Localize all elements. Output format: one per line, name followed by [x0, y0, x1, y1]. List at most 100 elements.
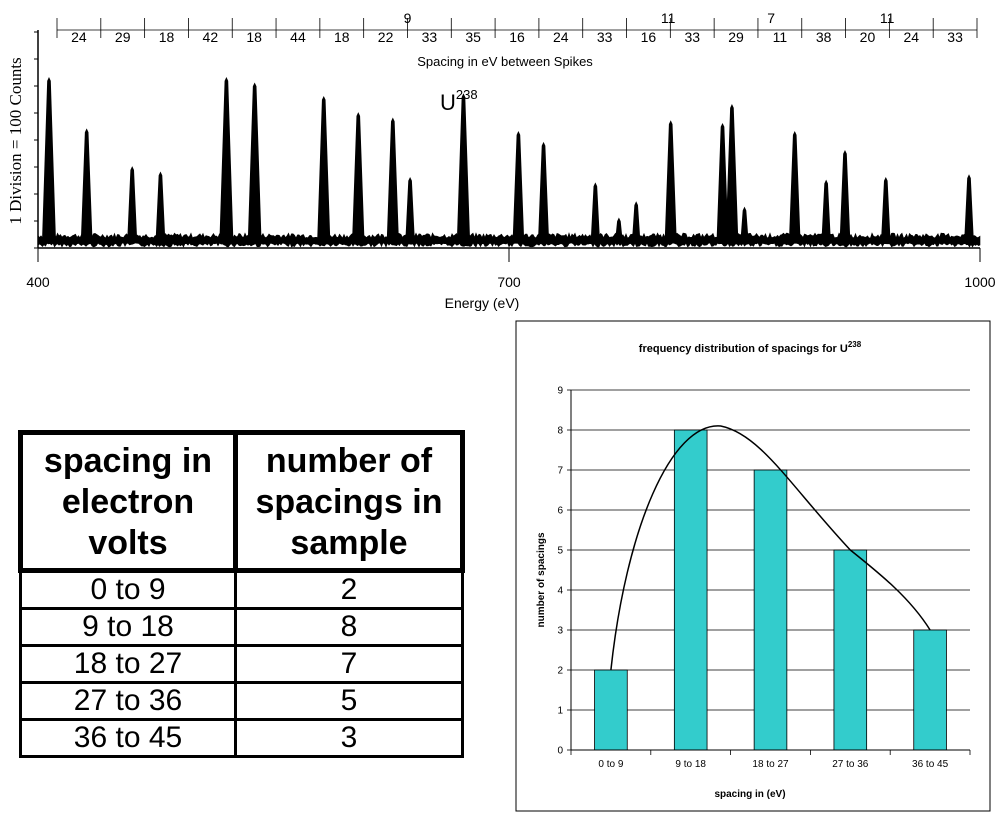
spacing-label-upper: 11 — [661, 10, 676, 26]
x-tick-label: 9 to 18 — [675, 759, 706, 770]
y-tick-label: 3 — [557, 626, 563, 637]
histogram-bar — [833, 549, 868, 751]
table-cell-range: 0 to 9 — [19, 569, 237, 610]
y-tick-label: 6 — [557, 506, 563, 517]
spectrum-peak — [247, 82, 262, 243]
y-tick-label: 5 — [557, 546, 563, 557]
spacing-label: 33 — [684, 29, 700, 45]
spectrum-peak — [821, 179, 831, 243]
table-cell-count: 7 — [234, 644, 464, 684]
table-row: 9 to 18 8 — [19, 607, 464, 647]
y-tick-label: 7 — [557, 466, 563, 477]
x-ticks: 400 700 1000 — [26, 248, 996, 290]
spacing-labels: 24 29 18 42 18 44 18 22 33 35 16 24 33 16 33 29 11 38 20 24… — [71, 10, 963, 45]
x-tick-label: 27 to 36 — [832, 759, 869, 770]
spacing-label: 24 — [553, 29, 569, 45]
spectrum-peak — [631, 201, 641, 243]
table-cell-range: 36 to 45 — [19, 718, 237, 758]
histogram-bar — [913, 629, 947, 751]
spectrum-peak — [405, 176, 415, 243]
spacing-label: 44 — [290, 29, 306, 45]
spectrum-peak — [740, 206, 749, 243]
spacing-label: 33 — [422, 29, 438, 45]
y-axis-label: 1 Division = 100 Counts — [6, 57, 25, 224]
y-axis — [34, 30, 39, 249]
spectrum-peak — [881, 176, 891, 243]
spacing-label: 16 — [641, 29, 657, 45]
y-tick-label: 8 — [557, 426, 563, 437]
histogram-x-label: spacing in (eV) — [714, 789, 785, 800]
x-tick-label: 700 — [497, 274, 521, 290]
spacing-label: 35 — [465, 29, 481, 45]
spacing-label: 18 — [246, 29, 262, 45]
spacing-label: 16 — [509, 29, 525, 45]
histogram-bar — [753, 469, 788, 751]
histogram-bar — [673, 429, 708, 751]
histogram-y-label: number of spacings — [536, 532, 547, 627]
spectrum-peak — [352, 112, 365, 243]
table-header-spacing: spacing in electron volts — [18, 430, 238, 573]
spacing-label: 20 — [860, 29, 876, 45]
spacing-label-upper: 9 — [404, 10, 412, 26]
spacing-label: 33 — [597, 29, 613, 45]
spectrum-peak — [614, 217, 623, 243]
y-tick-label: 1 — [557, 706, 563, 717]
spectrum-peak — [512, 131, 525, 243]
spacing-label: 42 — [203, 29, 219, 45]
u238-annotation: U238 — [440, 87, 478, 115]
spacing-label-upper: 7 — [767, 10, 775, 26]
table-cell-range: 18 to 27 — [19, 644, 237, 684]
spacing-label: 22 — [378, 29, 394, 45]
x-tick-label: 18 to 27 — [752, 759, 789, 770]
spectrum-chart: 24 29 18 42 18 44 18 22 33 35 16 24 33 16 33 29 11 38 20 24… — [6, 10, 996, 311]
spacing-axis — [56, 18, 978, 38]
spectrum-peak — [788, 131, 801, 243]
histogram-bar — [594, 669, 628, 751]
spacing-label: 38 — [816, 29, 832, 45]
spectrum-peak — [839, 149, 851, 243]
table-row: 18 to 27 7 — [19, 644, 464, 684]
histogram-bars — [594, 429, 947, 751]
spectrum-peak — [80, 128, 93, 243]
table-cell-range: 9 to 18 — [19, 607, 237, 647]
spectrum-peak — [537, 141, 550, 243]
histogram-axes — [570, 390, 970, 751]
histogram-y-ticks: 0 1 2 3 4 5 6 7 8 9 — [557, 386, 571, 757]
spectrum-peak — [317, 95, 331, 243]
table-header-row: spacing in electron volts number of spac… — [18, 430, 465, 573]
y-tick-label: 0 — [557, 746, 563, 757]
spectrum-peak — [386, 117, 399, 243]
spacing-caption: Spacing in eV between Spikes — [417, 54, 593, 69]
table-cell-count: 8 — [234, 607, 464, 647]
x-tick-label: 36 to 45 — [912, 759, 949, 770]
spectrum-trace — [37, 77, 981, 248]
y-tick-label: 2 — [557, 666, 563, 677]
spectrum-peak — [41, 77, 57, 243]
spectrum-peak — [725, 104, 739, 243]
table-cell-count: 5 — [234, 681, 464, 721]
spectrum-peak — [590, 182, 601, 243]
spectrum-peak — [964, 174, 974, 243]
spectrum-peak — [664, 120, 677, 243]
spectrum-peak — [456, 93, 471, 243]
spectrum-peak — [219, 77, 234, 243]
x-tick-label: 1000 — [964, 274, 995, 290]
table-header-count: number of spacings in sample — [233, 430, 465, 573]
table-cell-range: 27 to 36 — [19, 681, 237, 721]
table-row: 0 to 9 2 — [19, 569, 464, 610]
spacing-label: 18 — [334, 29, 350, 45]
table-cell-count: 3 — [234, 718, 464, 758]
spacing-label: 33 — [947, 29, 963, 45]
spacing-label: 29 — [728, 29, 744, 45]
x-tick-label: 0 to 9 — [598, 759, 623, 770]
y-tick-label: 9 — [557, 386, 563, 397]
spectrum-peak — [155, 171, 166, 243]
spacing-table: spacing in electron volts number of spac… — [18, 430, 465, 758]
x-tick-label: 400 — [26, 274, 50, 290]
table-row: 27 to 36 5 — [19, 681, 464, 721]
spacing-label: 24 — [71, 29, 87, 45]
spacing-label: 18 — [159, 29, 175, 45]
spacing-label-upper: 11 — [880, 10, 895, 26]
spacing-label: 24 — [903, 29, 919, 45]
